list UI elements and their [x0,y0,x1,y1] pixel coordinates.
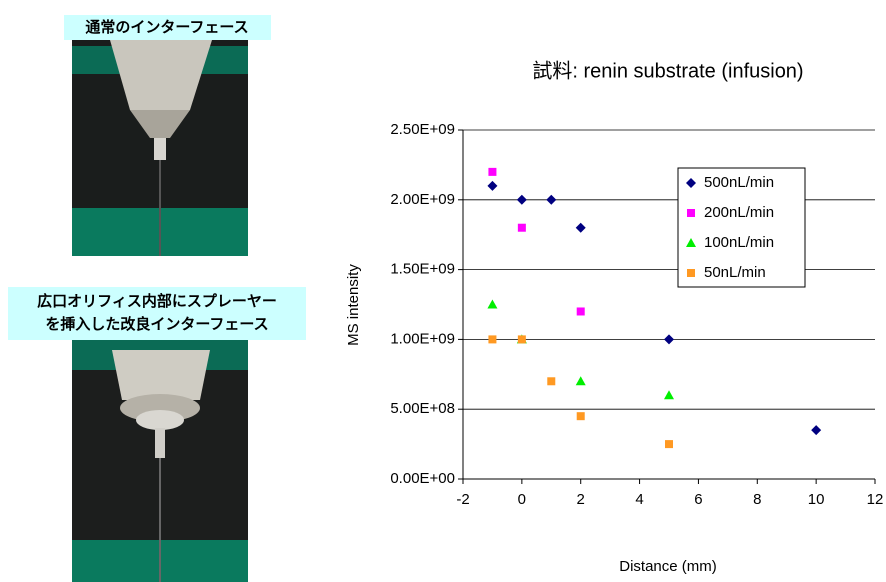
photo [72,40,248,256]
point [487,300,497,309]
point [811,425,821,435]
x-tick-label: 4 [635,491,643,508]
x-tick-label: 12 [867,491,884,508]
y-axis-label: MS intensity [345,264,362,346]
legend-marker [687,269,695,277]
point [487,181,497,191]
point [518,335,526,343]
photo [72,340,248,582]
point [518,224,526,232]
point [577,412,585,420]
y-tick-label: 2.00E+09 [390,191,455,208]
y-tick-label: 1.00E+09 [390,330,455,347]
point [576,376,586,385]
y-tick-label: 2.50E+09 [390,121,455,138]
photo-label: 広口オリフィス内部にスプレーヤー [37,292,277,310]
photo-label: 通常のインターフェース [85,18,248,36]
x-tick-label: -2 [456,491,469,508]
point [664,334,674,344]
point [664,390,674,399]
y-tick-label: 0.00E+00 [390,470,455,487]
x-tick-label: 8 [753,491,761,508]
chart-title: 試料: renin substrate (infusion) [532,59,803,82]
x-tick-label: 2 [577,491,585,508]
x-axis-label: Distance (mm) [619,558,717,575]
point [488,335,496,343]
legend-label: 200nL/min [704,204,774,221]
point [577,307,585,315]
legend-label: 500nL/min [704,174,774,191]
x-tick-label: 0 [518,491,526,508]
slide: 通常のインターフェース 広口オリフィス内部にスプレーヤー を挿入した改良インター… [0,0,886,582]
point [546,195,556,205]
point [517,195,527,205]
point [576,223,586,233]
point [488,168,496,176]
legend-label: 100nL/min [704,234,774,251]
x-tick-label: 6 [694,491,702,508]
y-tick-label: 5.00E+08 [390,400,455,417]
x-tick-label: 10 [808,491,825,508]
legend-marker [687,209,695,217]
legend-label: 50nL/min [704,264,766,281]
y-tick-label: 1.50E+09 [390,261,455,278]
point [665,440,673,448]
page: 通常のインターフェース 広口オリフィス内部にスプレーヤー を挿入した改良インター… [0,0,886,582]
photo-label: を挿入した改良インターフェース [45,315,268,333]
point [547,377,555,385]
